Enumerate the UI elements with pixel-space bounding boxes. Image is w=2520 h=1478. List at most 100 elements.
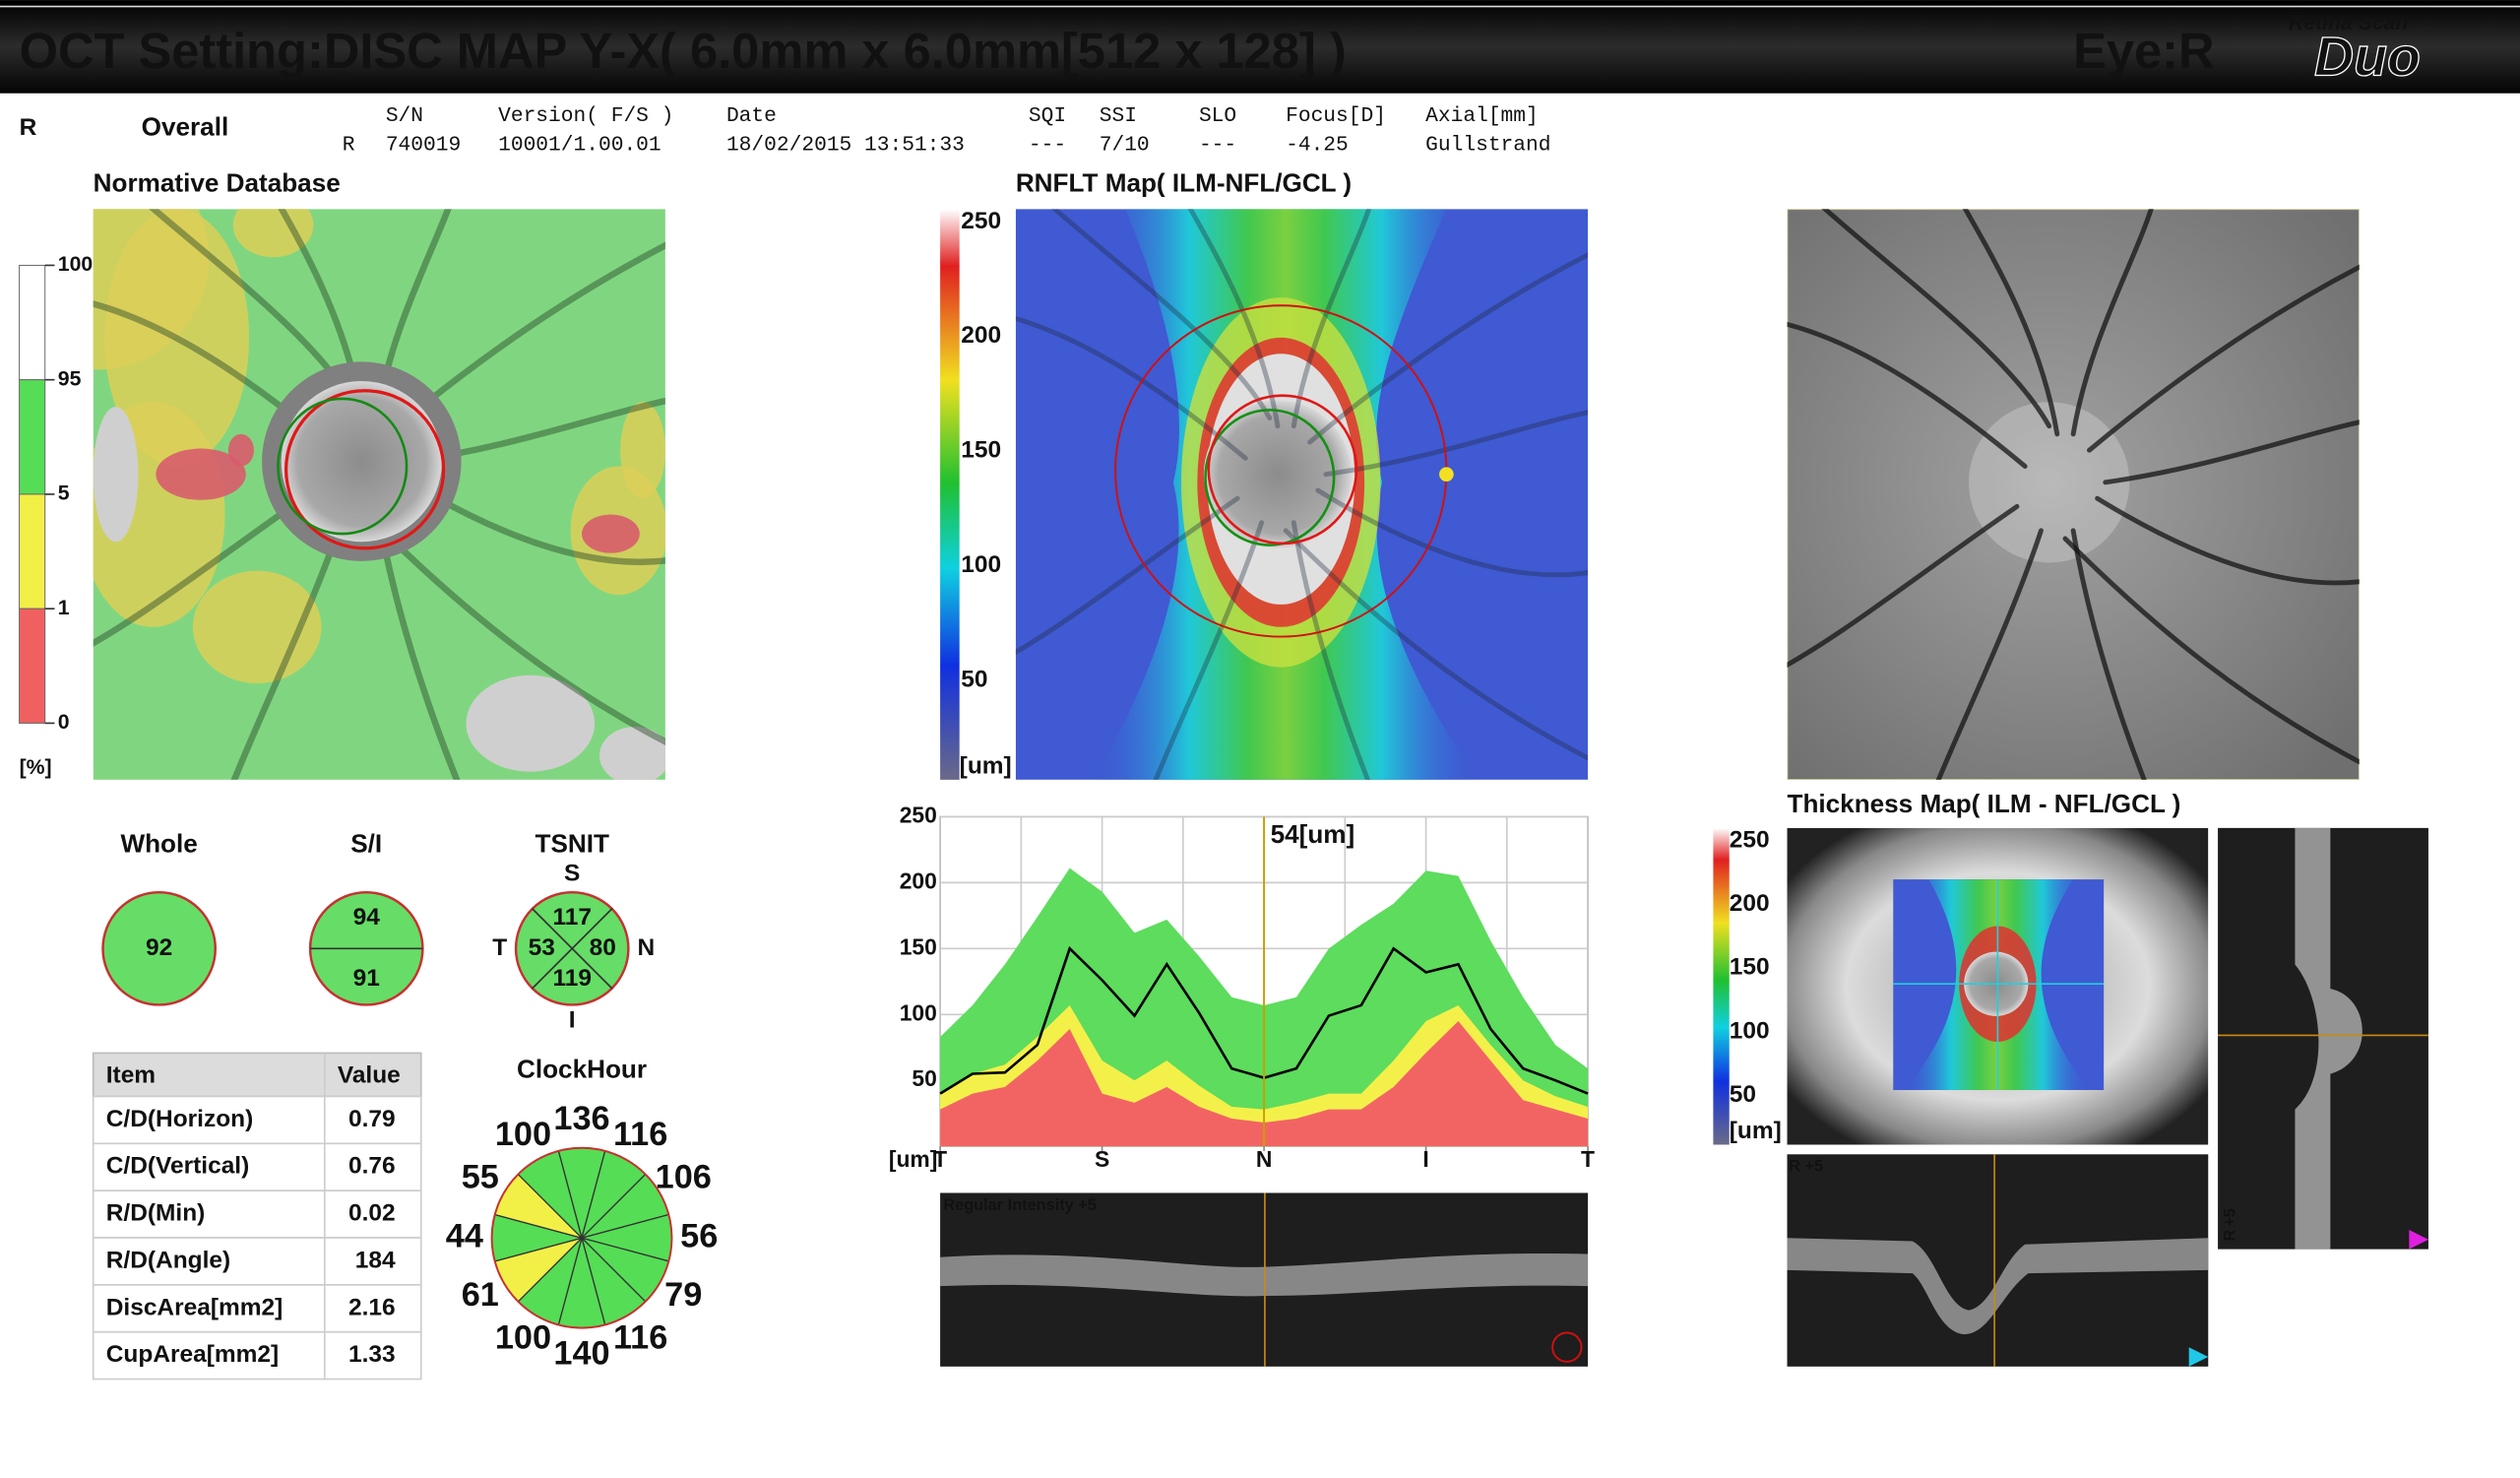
color-bar-label: 50: [961, 666, 987, 692]
map-patch: [156, 448, 246, 500]
info-label: SLO: [1199, 104, 1236, 128]
vessel: [1015, 316, 1248, 461]
x-tick-label: S: [1095, 1146, 1109, 1172]
info-label: Date: [726, 104, 777, 128]
legend-band: [19, 608, 46, 724]
info-eye: R: [20, 114, 37, 141]
vessel: [2070, 209, 2154, 437]
disc: [1203, 400, 1353, 548]
color-bar-label: 100: [961, 551, 1001, 578]
sector-value: 91: [353, 965, 380, 992]
title: OCT Setting:DISC MAP Y-X( 6.0mm x 6.0mm[…: [20, 23, 1347, 79]
panel-title: Normative Database: [94, 168, 341, 198]
clock-outline: [490, 1146, 673, 1329]
vessel: [2070, 528, 2147, 780]
map-patch: [232, 209, 314, 258]
sector-value: 53: [529, 934, 555, 961]
color-bar: [1713, 827, 1730, 1145]
panel-title: RNFLT Map( ILM-NFL/GCL ): [1016, 168, 1352, 198]
table-cell: 0.79: [348, 1106, 396, 1132]
vessel: [1050, 209, 1273, 420]
sector-value: 94: [353, 904, 381, 931]
vessel: [1291, 209, 1372, 429]
vessel: [1291, 520, 1371, 780]
info-label: Focus[D]: [1286, 104, 1386, 128]
sector-title: Whole: [120, 829, 197, 859]
map-patch: [466, 675, 596, 772]
table-cell: C/D(Vertical): [106, 1153, 250, 1180]
info-value: Gullstrand: [1425, 134, 1550, 158]
marker: [2409, 1230, 2428, 1250]
table-row: [92, 1330, 422, 1381]
info-value: 10001/1.00.01: [498, 134, 662, 158]
y-tick-label: 150: [900, 933, 937, 959]
normative-map: [93, 209, 665, 780]
table-row: [92, 1142, 422, 1192]
info-value: 7/10: [1100, 134, 1150, 158]
color-bar-label: 250: [1730, 826, 1770, 853]
map-patch: [598, 727, 665, 780]
header-bar: [0, 0, 2520, 94]
sector-value: 92: [146, 934, 172, 961]
map-patch: [620, 402, 665, 499]
start-dot: [1439, 467, 1454, 482]
clock-value: 116: [613, 1116, 667, 1153]
table-cell: R/D(Min): [106, 1200, 206, 1227]
x-tick-label: T: [933, 1146, 947, 1172]
marker: [2188, 1347, 2209, 1367]
vessel: [1323, 410, 1589, 478]
table-cell: 0.76: [348, 1153, 396, 1180]
table-cell: 2.16: [348, 1294, 396, 1320]
table-cell: R/D(Angle): [106, 1247, 230, 1273]
vessel: [1187, 209, 1281, 429]
axis-label: [um]: [889, 1146, 937, 1172]
color-bar-unit: [um]: [960, 752, 1012, 779]
legend-label: 100: [58, 253, 93, 276]
y-tick-label: 200: [900, 868, 937, 893]
clock-value: 140: [553, 1334, 609, 1372]
table-cell: CupArea[mm2]: [106, 1341, 279, 1368]
table-cell: 1.33: [348, 1341, 396, 1368]
map-patch: [93, 407, 139, 543]
cup-margin: [1204, 409, 1336, 546]
legend-unit: [%]: [20, 756, 52, 779]
slo-image: [1787, 827, 2209, 1145]
table-row: [92, 1284, 422, 1333]
disc-margin: [1207, 394, 1358, 546]
info-value: ---: [1029, 134, 1066, 158]
color-bar-label: 200: [961, 322, 1001, 349]
bscan-intensity: +5: [2221, 1208, 2238, 1227]
table-cell: C/D(Horizon): [106, 1106, 254, 1132]
clock-title: ClockHour: [517, 1054, 647, 1083]
info-mode: Overall: [142, 112, 229, 142]
clock-value: 55: [462, 1159, 499, 1196]
vessel: [2095, 495, 2360, 586]
table-cell: 0.02: [348, 1200, 396, 1227]
info-label: SSI: [1100, 104, 1137, 128]
vessel: [1821, 209, 2052, 429]
vessel: [1315, 487, 1589, 578]
clock-value: 106: [656, 1159, 712, 1196]
map-patch: [192, 570, 322, 683]
panel-title: Thickness Map( ILM - NFL/GCL ): [1788, 789, 2181, 818]
whole-circle: [101, 890, 217, 1006]
color-bar-label: 50: [1730, 1081, 1756, 1108]
clock-value: 100: [495, 1116, 551, 1153]
vessel: [1015, 495, 1240, 656]
clock-value: 100: [495, 1318, 551, 1356]
cup-margin: [277, 397, 409, 536]
vessel: [2087, 264, 2360, 453]
info-value: ---: [1199, 134, 1236, 158]
retina-layer: [1787, 1238, 2209, 1335]
color-bar-label: 100: [1730, 1017, 1770, 1044]
clock-value: 79: [664, 1276, 702, 1314]
table-header: Item: [106, 1062, 156, 1089]
table-header-bg: [92, 1052, 422, 1098]
y-tick-label: 100: [900, 999, 937, 1025]
info-label: SQI: [1029, 104, 1066, 128]
bscan-intensity: +5: [1804, 1158, 1823, 1176]
table-cell: 184: [355, 1247, 396, 1273]
bscan-eye: R: [2221, 1229, 2238, 1241]
map-patch: [582, 514, 640, 553]
